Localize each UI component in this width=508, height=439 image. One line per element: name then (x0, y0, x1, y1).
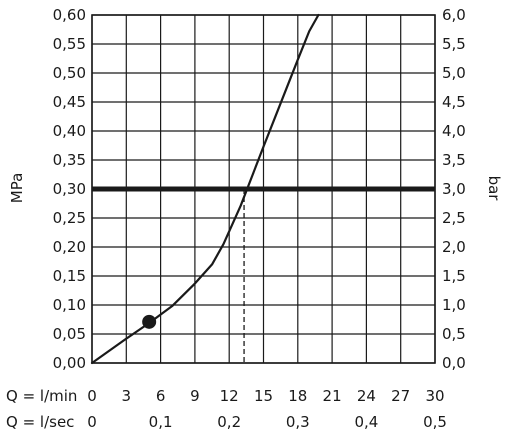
y-tick-label-right: 1,5 (442, 267, 466, 285)
series-line (90, 13, 320, 365)
y-tick-label-right: 4,5 (442, 93, 466, 111)
x-tick-label-primary: 30 (425, 387, 444, 405)
y-tick-label-right: 3,5 (442, 151, 466, 169)
x-tick-label-primary: 18 (288, 387, 307, 405)
x-axis-secondary-title: Q = l/sec (6, 413, 74, 431)
y-tick-label-right: 2,5 (442, 209, 466, 227)
y-tick-label-left: 0,30 (53, 180, 86, 198)
y-tick-label-left: 0,05 (53, 325, 86, 343)
x-tick-label-secondary: 0,5 (423, 413, 447, 431)
x-tick-label-primary: 27 (391, 387, 410, 405)
y-tick-label-left: 0,45 (53, 93, 86, 111)
y-tick-label-right: 4,0 (442, 122, 466, 140)
y-tick-label-left: 0,20 (53, 238, 86, 256)
y-tick-label-left: 0,60 (53, 6, 86, 24)
x-tick-label-secondary: 0,2 (217, 413, 241, 431)
y-tick-label-left: 0,25 (53, 209, 86, 227)
x-tick-label-primary: 0 (87, 387, 97, 405)
x-tick-label-secondary: 0,1 (149, 413, 173, 431)
y-tick-label-left: 0,15 (53, 267, 86, 285)
y-tick-label-left: 0,00 (53, 354, 86, 372)
x-tick-label-primary: 3 (122, 387, 132, 405)
x-tick-label-primary: 15 (254, 387, 273, 405)
x-tick-label-secondary: 0,4 (354, 413, 378, 431)
data-point-marker (142, 314, 157, 329)
x-tick-label-primary: 21 (323, 387, 342, 405)
chart-series (90, 13, 435, 365)
y-axis-right-title: bar (485, 176, 503, 202)
x-tick-label-primary: 24 (357, 387, 376, 405)
y-tick-label-left: 0,10 (53, 296, 86, 314)
x-tick-label-primary: 6 (156, 387, 166, 405)
y-tick-label-right: 5,0 (442, 64, 466, 82)
y-axis-left-title: MPa (8, 173, 26, 204)
y-tick-label-right: 5,5 (442, 35, 466, 53)
x-tick-label-primary: 12 (220, 387, 239, 405)
x-axis-primary-title: Q = l/min (6, 387, 77, 405)
chart-labels: MPa bar Q = l/min Q = l/sec 0 3 6 9 12 15 18 21… (6, 6, 503, 431)
y-tick-label-right: 1,0 (442, 296, 466, 314)
y-tick-label-right: 2,0 (442, 238, 466, 256)
x-tick-label-primary: 9 (190, 387, 200, 405)
y-tick-label-right: 6,0 (442, 6, 466, 24)
x-tick-label-secondary: 0 (87, 413, 97, 431)
y-tick-label-right: 0,5 (442, 325, 466, 343)
y-tick-label-left: 0,40 (53, 122, 86, 140)
y-tick-label-left: 0,50 (53, 64, 86, 82)
y-tick-label-right: 0,0 (442, 354, 466, 372)
x-tick-label-secondary: 0,3 (286, 413, 310, 431)
y-tick-label-right: 3,0 (442, 180, 466, 198)
y-tick-label-left: 0,55 (53, 35, 86, 53)
y-tick-label-left: 0,35 (53, 151, 86, 169)
